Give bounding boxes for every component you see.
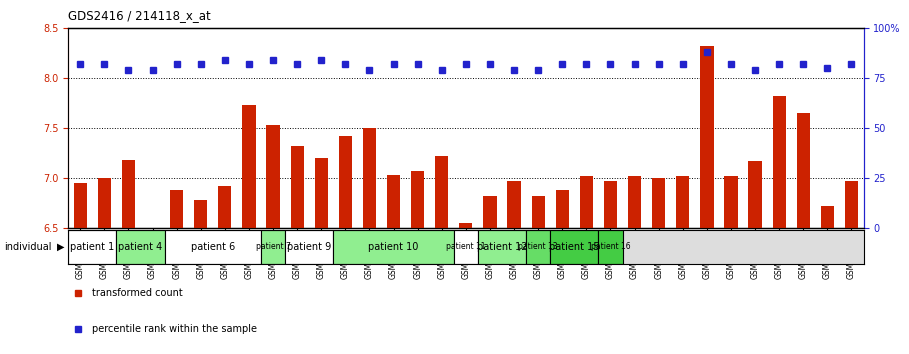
- Bar: [550, 230, 598, 264]
- Text: transformed count: transformed count: [92, 288, 183, 298]
- Bar: [555, 190, 569, 228]
- Bar: [724, 176, 737, 228]
- Bar: [339, 136, 352, 228]
- Text: patient 7: patient 7: [255, 242, 291, 251]
- Text: patient 1: patient 1: [70, 242, 115, 252]
- Text: patient 15: patient 15: [549, 242, 600, 252]
- Bar: [598, 230, 623, 264]
- Bar: [484, 196, 496, 228]
- Bar: [796, 113, 810, 228]
- Bar: [170, 190, 184, 228]
- Text: patient 13: patient 13: [518, 242, 558, 251]
- Bar: [285, 230, 334, 264]
- Text: patient 4: patient 4: [118, 242, 163, 252]
- Bar: [68, 230, 116, 264]
- Text: ▶: ▶: [57, 242, 65, 252]
- Text: patient 11: patient 11: [446, 242, 485, 251]
- Bar: [243, 105, 255, 228]
- Bar: [435, 156, 448, 228]
- Text: patient 9: patient 9: [287, 242, 331, 252]
- Bar: [604, 181, 617, 228]
- Bar: [261, 230, 285, 264]
- Bar: [773, 96, 785, 228]
- Text: patient 6: patient 6: [191, 242, 235, 252]
- Bar: [74, 183, 87, 228]
- Bar: [291, 146, 304, 228]
- Bar: [387, 175, 400, 228]
- Bar: [532, 196, 544, 228]
- Bar: [580, 176, 593, 228]
- Bar: [195, 200, 207, 228]
- Bar: [821, 206, 834, 228]
- Text: patient 10: patient 10: [368, 242, 419, 252]
- Text: GDS2416 / 214118_x_at: GDS2416 / 214118_x_at: [68, 9, 211, 22]
- Bar: [116, 230, 165, 264]
- Text: individual: individual: [5, 242, 52, 252]
- Bar: [122, 160, 135, 228]
- Text: percentile rank within the sample: percentile rank within the sample: [92, 324, 257, 333]
- Bar: [844, 181, 858, 228]
- Bar: [334, 230, 454, 264]
- Bar: [165, 230, 261, 264]
- Bar: [97, 178, 111, 228]
- Bar: [478, 230, 526, 264]
- Text: patient 16: patient 16: [591, 242, 630, 251]
- Bar: [700, 46, 714, 228]
- Bar: [454, 230, 478, 264]
- Bar: [411, 171, 425, 228]
- Bar: [459, 223, 473, 228]
- Bar: [266, 125, 280, 228]
- Bar: [652, 178, 665, 228]
- Bar: [628, 176, 641, 228]
- Text: patient 12: patient 12: [476, 242, 527, 252]
- Bar: [748, 161, 762, 228]
- Bar: [315, 158, 328, 228]
- Bar: [507, 181, 521, 228]
- Bar: [218, 186, 232, 228]
- Bar: [676, 176, 689, 228]
- Bar: [526, 230, 550, 264]
- Bar: [363, 129, 376, 228]
